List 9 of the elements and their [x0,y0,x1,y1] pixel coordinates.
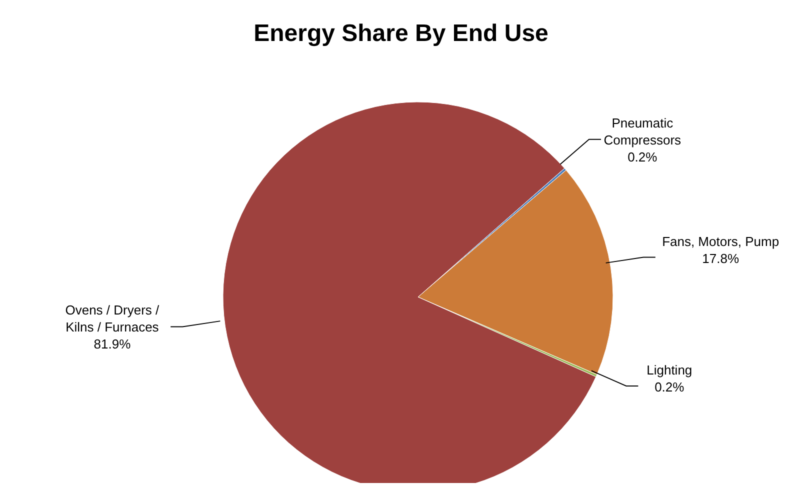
slice-label: Lighting [646,362,692,378]
data-label: 0.2% [654,380,685,395]
slice-label: Ovens / Dryers / Kilns / Furnaces [65,302,160,335]
chart-title: Energy Share By End Use [252,20,550,48]
data-label: 17.8% [702,250,740,266]
slice-label: Pneumatic Compressors [604,115,682,148]
data-label: 0.2% [628,149,658,164]
slice-label: Fans, Motors, Pump [662,234,780,249]
data-label: 81.9% [94,336,132,352]
